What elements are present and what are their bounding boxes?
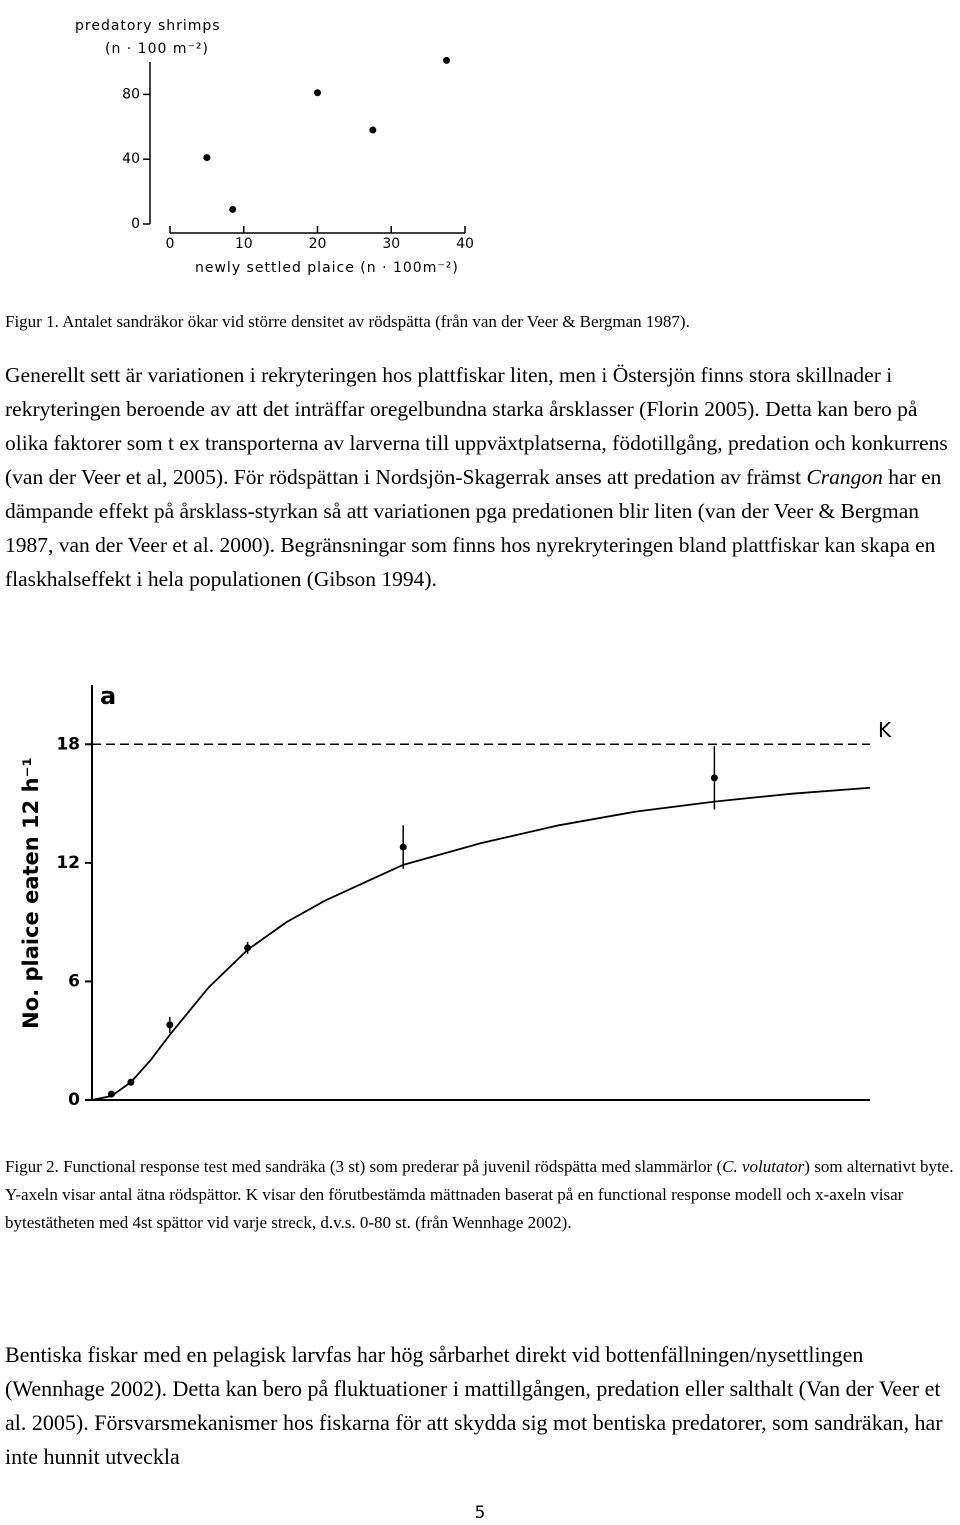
data-point	[107, 1090, 115, 1098]
x-tick-label: 40	[456, 236, 474, 252]
data-point	[710, 774, 718, 782]
data-point	[314, 89, 321, 97]
page-number: 5	[474, 1503, 486, 1523]
y-axis-title: predatory shrimps	[75, 18, 221, 34]
x-axis-title: newly settled plaice (n · 100m⁻²)	[195, 260, 459, 276]
panel-label: a	[100, 682, 116, 710]
text-run: Generellt sett är variationen i rekryter…	[5, 363, 948, 489]
y-tick-label: 18	[56, 734, 80, 754]
reference-label: K	[878, 718, 892, 742]
data-point	[127, 1078, 135, 1086]
paragraph: Bentiska fiskar med en pelagisk larvfas …	[5, 1338, 945, 1474]
data-point	[229, 205, 237, 213]
figure-caption: Figur 2. Functional response test med sa…	[5, 1153, 955, 1237]
y-tick-label: 0	[68, 1090, 80, 1110]
y-tick-label: 12	[56, 853, 80, 873]
data-point	[443, 56, 451, 64]
text-run: Figur 2. Functional response test med sa…	[5, 1157, 723, 1176]
text-run: Bentiska fiskar med en pelagisk larvfas …	[5, 1342, 943, 1469]
y-tick-label: 80	[122, 86, 140, 102]
x-tick-label: 0	[166, 236, 175, 252]
y-axis-title: No. plaice eaten 12 h⁻¹	[19, 757, 43, 1029]
y-tick-label: 0	[131, 216, 140, 232]
fit-curve	[91, 786, 871, 1101]
x-tick-label: 30	[382, 236, 400, 252]
data-point	[244, 944, 252, 952]
data-point	[166, 1021, 174, 1029]
data-point	[203, 154, 211, 162]
y-tick-label: 40	[122, 151, 140, 167]
y-tick-label: 6	[68, 971, 80, 991]
figure-caption: Figur 1. Antalet sandräkor ökar vid stör…	[5, 312, 690, 331]
y-axis-title: (n · 100 m⁻²)	[105, 41, 209, 57]
text-run: har en dämpande effekt på årsklass-styrk…	[5, 465, 942, 591]
data-point	[369, 126, 377, 134]
text-run: ) som alternativt byte. Y-axeln visar an…	[5, 1157, 954, 1232]
data-point	[399, 843, 407, 851]
x-tick-label: 10	[235, 236, 253, 252]
text-run: C. volutator	[722, 1157, 805, 1176]
x-tick-label: 20	[309, 236, 327, 252]
text-run: Crangon	[806, 465, 883, 489]
paragraph: Generellt sett är variationen i rekryter…	[5, 358, 955, 596]
